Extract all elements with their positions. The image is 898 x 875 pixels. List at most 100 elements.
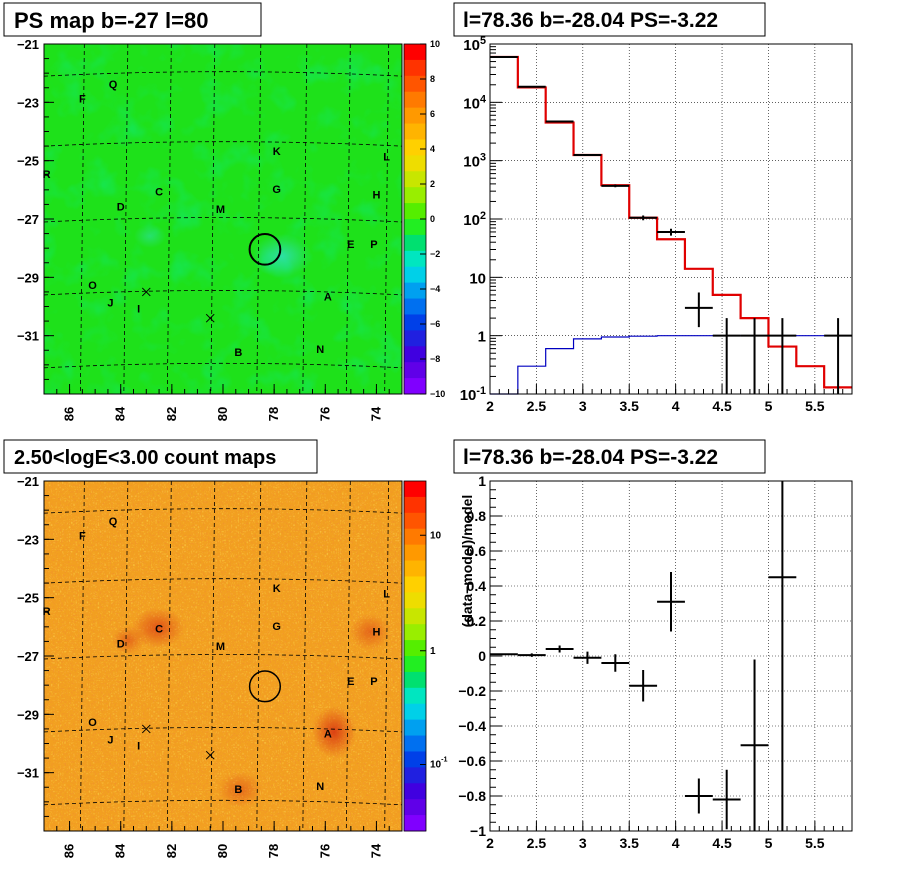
x-tick-label: 4.5 bbox=[712, 835, 732, 851]
x-tick-label: 80 bbox=[215, 407, 230, 421]
ps-map-title: PS map b=-27 l=80 bbox=[14, 8, 208, 33]
residual-panel: l=78.36 b=-28.04 PS=-3.22 2 2.5 3 3.5 4 4.5 5 5… bbox=[453, 439, 853, 851]
colorbar-tick-label: −6 bbox=[430, 319, 440, 329]
y-tick-label: −29 bbox=[17, 270, 39, 285]
source-label-H: H bbox=[372, 190, 380, 202]
colorbar-segment bbox=[404, 671, 426, 689]
y-tick-label: 10-1 bbox=[460, 385, 486, 404]
y-tick-label: 104 bbox=[463, 93, 486, 112]
x-tick-label: 5.5 bbox=[805, 398, 825, 414]
colorbar-segment bbox=[404, 171, 426, 188]
y-axis-label: (data−model)/model bbox=[459, 495, 475, 628]
source-label-A: A bbox=[324, 729, 332, 741]
y-tick-label: −21 bbox=[17, 37, 39, 52]
target-circle-marker bbox=[248, 670, 282, 703]
residual-title-box bbox=[453, 439, 766, 474]
x-tick-label: 86 bbox=[62, 844, 77, 858]
data-point-errorbar bbox=[712, 318, 741, 394]
y-tick-label: −25 bbox=[17, 154, 39, 169]
x-tick-label: 5 bbox=[765, 398, 773, 414]
source-label-O: O bbox=[88, 717, 97, 729]
colorbar-tick-label: 1 bbox=[430, 646, 436, 657]
y-tick-label: −0.6 bbox=[458, 753, 486, 769]
data-point-errorbar bbox=[601, 184, 630, 188]
colorbar-segment bbox=[404, 751, 426, 768]
source-label-L: L bbox=[383, 589, 390, 601]
colorbar-segment bbox=[404, 528, 426, 546]
x-tick-label: 86 bbox=[62, 407, 77, 421]
colorbar-segment bbox=[404, 266, 426, 284]
x-tick-label: 78 bbox=[266, 844, 281, 858]
colorbar-segment bbox=[404, 234, 426, 252]
colorbar-tick-label: 10 bbox=[430, 39, 440, 49]
y-tick-label: 1 bbox=[478, 329, 486, 346]
colorbar-tick-label: −8 bbox=[430, 354, 440, 364]
grid-longitude-line bbox=[345, 43, 351, 395]
data-point-errorbar bbox=[629, 215, 658, 221]
y-tick-label: −0.8 bbox=[458, 788, 486, 804]
y-tick-label: 102 bbox=[463, 210, 486, 229]
x-tick-label: 84 bbox=[113, 843, 128, 858]
x-tick-label: 3.5 bbox=[619, 398, 639, 414]
grid-latitude-line bbox=[43, 141, 403, 147]
colorbar-segment bbox=[404, 783, 426, 800]
grid-longitude-line bbox=[256, 480, 262, 832]
colorbar-tick-label: −2 bbox=[430, 249, 440, 259]
x-tick-label: 2 bbox=[486, 398, 494, 414]
x-tick-label: 76 bbox=[317, 407, 332, 421]
colorbar-segment bbox=[404, 219, 426, 236]
x-tick-label: 84 bbox=[113, 406, 128, 421]
data-point-errorbar bbox=[545, 120, 574, 123]
x-tick-label: 2.5 bbox=[527, 398, 547, 414]
residual-point-errorbar bbox=[740, 659, 769, 831]
count-map-hotspot bbox=[218, 772, 262, 808]
source-label-F: F bbox=[79, 93, 86, 105]
grid-latitude-line bbox=[43, 362, 403, 369]
source-label-C: C bbox=[155, 624, 163, 636]
count-map-hotspot bbox=[312, 706, 356, 758]
count-map-hotspot bbox=[112, 626, 144, 654]
data-point-errorbar bbox=[573, 154, 602, 157]
colorbar-tick-label: 4 bbox=[430, 144, 435, 154]
grid-longitude-line bbox=[79, 43, 85, 395]
residual-point-errorbar bbox=[601, 654, 630, 672]
y-tick-label: −0.2 bbox=[458, 683, 486, 699]
y-tick-label: −0.4 bbox=[458, 718, 486, 734]
colorbar-segment bbox=[404, 298, 426, 315]
colorbar-segment bbox=[404, 799, 426, 816]
x-tick-label: 2 bbox=[486, 835, 494, 851]
x-tick-label: 82 bbox=[164, 844, 179, 858]
colorbar-tick-label: 2 bbox=[430, 179, 435, 189]
colorbar-segment bbox=[404, 107, 426, 125]
y-tick-label: 10 bbox=[469, 270, 486, 287]
x-tick-label: 4.5 bbox=[712, 398, 732, 414]
source-label-K: K bbox=[273, 146, 281, 158]
source-label-G: G bbox=[272, 621, 281, 633]
source-label-C: C bbox=[155, 187, 163, 199]
grid-longitude-line bbox=[210, 43, 216, 395]
colorbar-segment bbox=[404, 314, 426, 331]
source-label-M: M bbox=[216, 204, 225, 216]
residual-point-errorbar bbox=[573, 651, 602, 664]
colorbar-segment bbox=[404, 735, 426, 752]
y-tick-label: 0.2 bbox=[467, 613, 487, 629]
residual-point-errorbar bbox=[712, 769, 741, 830]
source-label-Q: Q bbox=[109, 79, 118, 91]
colorbar-segment bbox=[404, 496, 426, 514]
source-label-H: H bbox=[372, 627, 380, 639]
grid-longitude-line bbox=[345, 480, 351, 832]
colorbar-tick-label: 10-1 bbox=[430, 755, 448, 771]
x-tick-label: 5 bbox=[765, 835, 773, 851]
y-tick-label: 0.6 bbox=[467, 543, 487, 559]
ps-map-colorbar: 10 8 6 4 2 0 −2 −4 −6 −8 −10 bbox=[403, 39, 445, 399]
grid-latitude-line bbox=[43, 290, 403, 296]
colorbar-segment bbox=[404, 44, 426, 61]
data-point-errorbar bbox=[824, 318, 852, 394]
data-point-errorbar bbox=[657, 228, 685, 236]
ps-map-coordinate-grid bbox=[43, 43, 403, 395]
y-tick-label: 0.8 bbox=[467, 508, 487, 524]
y-tick-label: −27 bbox=[17, 212, 39, 227]
residual-point-errorbar bbox=[545, 645, 574, 653]
